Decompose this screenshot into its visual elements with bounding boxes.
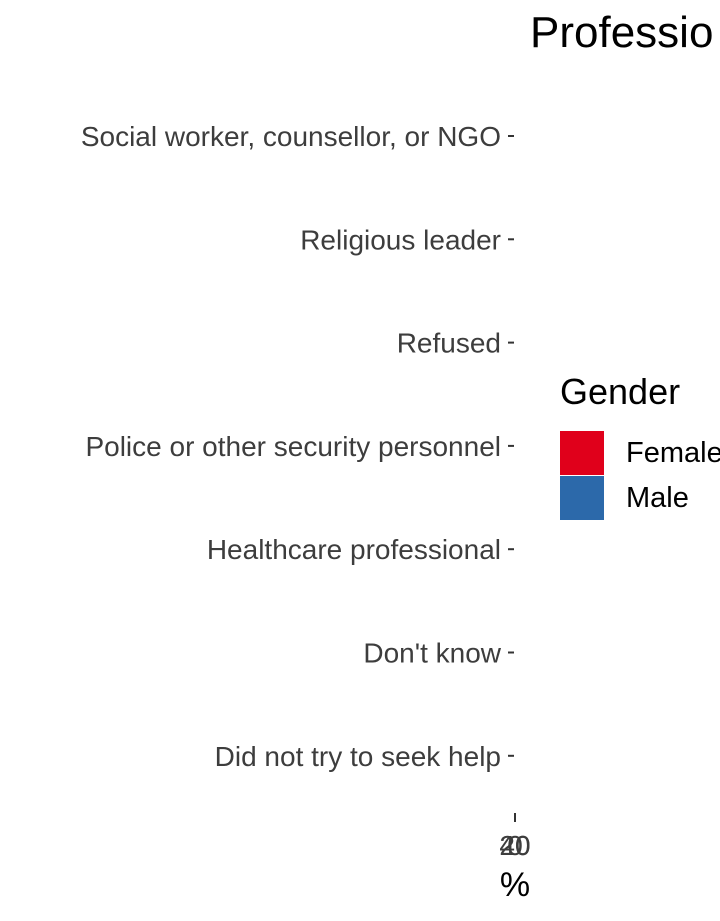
legend-label-female: Female xyxy=(626,436,720,469)
y-axis-ticks xyxy=(508,135,514,757)
y-tick-label: Social worker, counsellor, or NGO xyxy=(81,121,501,152)
x-axis-title: % xyxy=(500,866,530,904)
y-tick-label: Religious leader xyxy=(300,224,501,255)
chart-title: Professio xyxy=(530,8,714,57)
x-tick-label: 0 xyxy=(507,830,523,861)
legend-title: Gender xyxy=(560,371,681,412)
y-axis-labels: Social worker, counsellor, or NGO Religio… xyxy=(81,121,502,772)
y-tick-label: Don't know xyxy=(363,638,501,669)
legend-label-male: Male xyxy=(626,481,689,514)
legend-swatch-female xyxy=(560,431,604,475)
y-tick-label: Did not try to seek help xyxy=(215,741,501,772)
y-tick-label: Healthcare professional xyxy=(207,534,501,565)
y-tick-label: Police or other security personnel xyxy=(85,431,501,462)
legend-item-male: Male xyxy=(560,476,689,520)
legend-swatch-male xyxy=(560,476,604,520)
x-tick-label: 20 xyxy=(499,830,530,861)
legend-item-female: Female xyxy=(560,431,720,475)
y-tick-label: Refused xyxy=(397,328,501,359)
x-tick-label: 40 xyxy=(499,830,530,861)
